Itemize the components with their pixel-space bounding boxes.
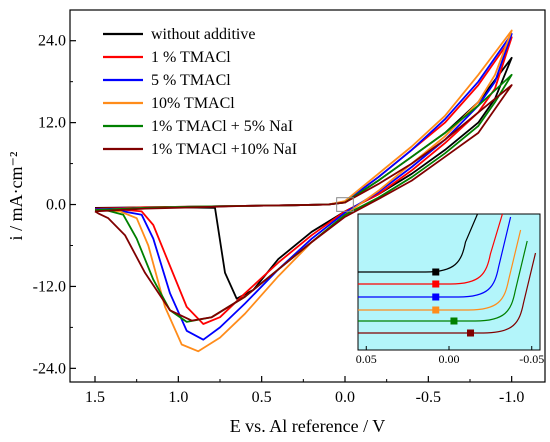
legend-entry: 1 % TMACl <box>151 49 231 66</box>
inset-marker <box>432 268 440 276</box>
series-line-6 <box>94 84 513 322</box>
inset-series-line-4 <box>358 229 522 311</box>
inset-x-tick-label: 0.05 <box>356 352 377 366</box>
y-ticks: 24.0 12.0 0.0 -12.0 -24.0 <box>33 33 76 377</box>
curves-group <box>94 29 513 353</box>
x-tick-label: -1.0 <box>499 389 524 406</box>
y-tick-label: 0.0 <box>46 197 66 214</box>
plot-area: 1.5 1.0 0.5 0.0 -0.5 -1.0 24.0 12.0 0.0 -12.0 -24… <box>33 9 546 406</box>
inset-series-line-3 <box>358 216 512 298</box>
y-axis-label: i / mA·cm⁻² <box>6 152 26 241</box>
y-tick-label: -24.0 <box>33 360 66 377</box>
legend-entry: 10% TMACl <box>151 95 235 112</box>
y-tick-label: -12.0 <box>33 278 66 295</box>
inset-plot: 0.05 0.00 -0.05 <box>356 213 544 366</box>
plot-frame <box>69 9 546 383</box>
inset-series-line-1 <box>358 213 479 273</box>
inset-marker <box>432 280 440 288</box>
legend: without additive 1 % TMACl 5 % TMACl 10% TM… <box>103 26 297 158</box>
legend-entry: 1% TMACl +10% NaI <box>151 141 297 158</box>
inset-marker <box>450 317 458 325</box>
inset-x-tick-label: -0.05 <box>519 352 544 366</box>
legend-entry: 1% TMACl + 5% NaI <box>151 118 293 135</box>
inset-series-line-6 <box>358 252 537 334</box>
x-tick-label: 0.0 <box>335 389 355 406</box>
zoom-region-marker <box>336 197 354 212</box>
x-tick-label: 1.5 <box>85 389 105 406</box>
inset-marker <box>432 306 440 314</box>
y-tick-label: 24.0 <box>38 33 66 50</box>
legend-entry: without additive <box>151 26 255 43</box>
legend-entry: 5 % TMACl <box>151 72 231 89</box>
inset-series-line-5 <box>358 240 528 322</box>
x-ticks: 1.5 1.0 0.5 0.0 -0.5 -1.0 <box>85 376 524 406</box>
inset-series-line-2 <box>358 213 503 285</box>
x-tick-label: 0.5 <box>252 389 272 406</box>
x-tick-label: 1.0 <box>168 389 188 406</box>
y-tick-label: 12.0 <box>38 115 66 132</box>
x-axis-label: E vs. Al reference / V <box>230 416 386 436</box>
inset-frame <box>357 213 541 351</box>
inset-marker <box>432 293 440 301</box>
inset-marker <box>467 329 475 337</box>
inset-x-tick-label: 0.00 <box>439 352 460 366</box>
x-tick-label: -0.5 <box>416 389 441 406</box>
